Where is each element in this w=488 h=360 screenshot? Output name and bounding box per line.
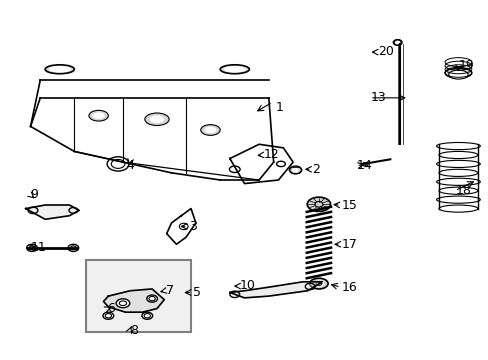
Ellipse shape	[392, 40, 401, 45]
Text: 9: 9	[30, 188, 39, 201]
FancyBboxPatch shape	[86, 260, 191, 332]
Text: 20: 20	[377, 45, 393, 58]
Ellipse shape	[313, 280, 324, 287]
Ellipse shape	[289, 166, 301, 174]
Ellipse shape	[68, 244, 79, 251]
Ellipse shape	[142, 312, 152, 319]
Text: 4: 4	[126, 158, 134, 172]
Text: 10: 10	[239, 279, 255, 292]
Text: 13: 13	[370, 91, 386, 104]
Ellipse shape	[92, 112, 104, 119]
Text: 5: 5	[193, 286, 201, 299]
Ellipse shape	[70, 246, 76, 250]
Polygon shape	[103, 289, 164, 312]
Ellipse shape	[444, 67, 471, 78]
Ellipse shape	[45, 65, 74, 74]
Ellipse shape	[144, 113, 169, 126]
Text: 7: 7	[165, 284, 173, 297]
Text: 6: 6	[107, 302, 115, 315]
Ellipse shape	[362, 162, 367, 166]
Ellipse shape	[116, 299, 129, 308]
Ellipse shape	[224, 66, 245, 72]
Ellipse shape	[204, 127, 216, 133]
Ellipse shape	[201, 125, 220, 135]
Text: 18: 18	[455, 184, 471, 197]
Ellipse shape	[291, 168, 298, 172]
Ellipse shape	[103, 312, 114, 319]
Text: 17: 17	[341, 238, 357, 251]
Text: 1: 1	[276, 102, 284, 114]
Ellipse shape	[146, 295, 157, 302]
Text: 2: 2	[312, 163, 320, 176]
Ellipse shape	[149, 115, 164, 123]
Text: 3: 3	[188, 220, 196, 233]
Ellipse shape	[309, 278, 327, 289]
Ellipse shape	[27, 244, 37, 251]
Text: 11: 11	[30, 241, 46, 255]
Ellipse shape	[220, 65, 249, 74]
Polygon shape	[26, 205, 79, 219]
Text: 16: 16	[341, 281, 357, 294]
Ellipse shape	[89, 111, 108, 121]
Text: 19: 19	[458, 59, 473, 72]
Text: 14: 14	[356, 159, 371, 172]
Ellipse shape	[29, 246, 35, 250]
Ellipse shape	[49, 66, 71, 72]
Circle shape	[393, 40, 400, 45]
Ellipse shape	[448, 70, 467, 79]
Ellipse shape	[306, 197, 330, 211]
Text: 15: 15	[341, 198, 357, 212]
Polygon shape	[229, 282, 322, 298]
Text: 12: 12	[264, 148, 279, 162]
Text: 8: 8	[130, 324, 138, 337]
